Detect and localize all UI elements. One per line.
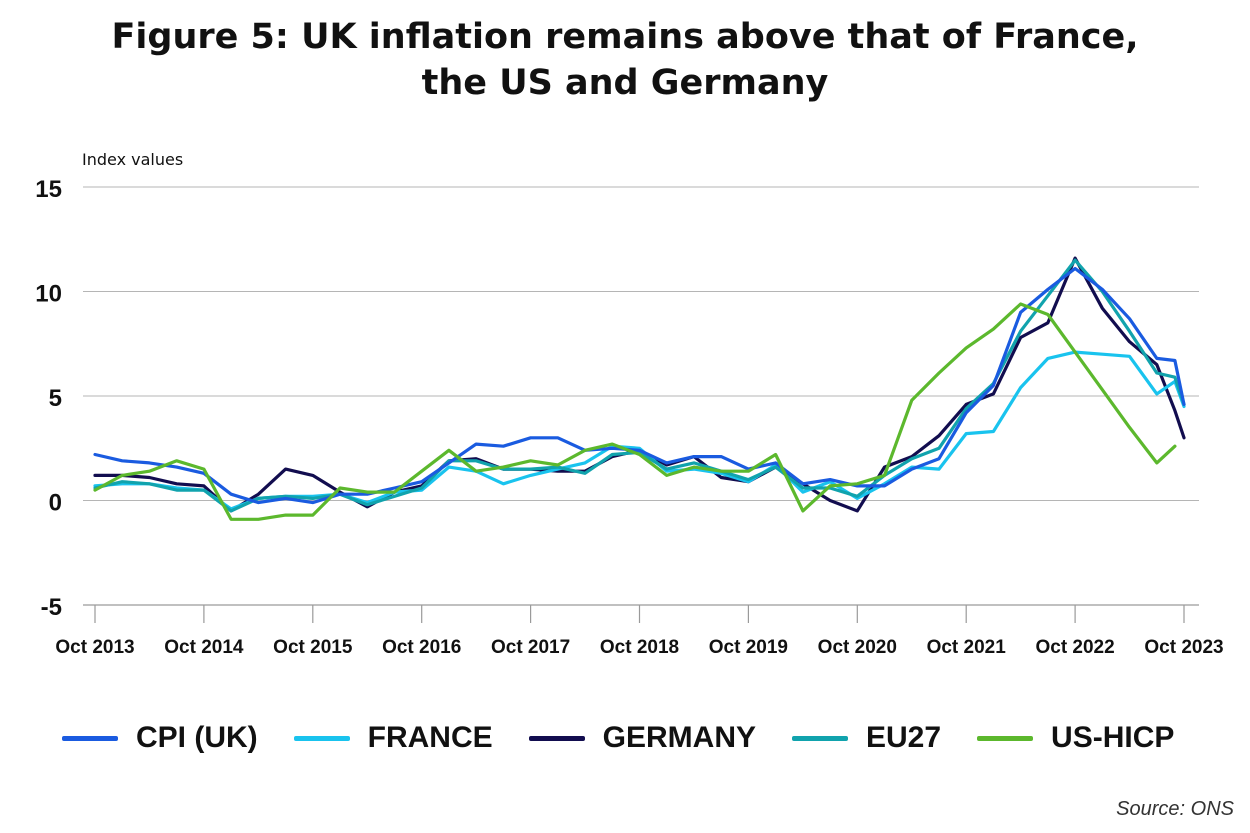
y-tick-label: 10 [35,281,62,308]
x-tick-label: Oct 2020 [818,637,897,658]
x-tick-label: Oct 2018 [600,637,679,658]
legend-label: CPI (UK) [136,721,258,754]
y-tick-label: -5 [41,594,62,621]
y-tick-label: 0 [49,490,62,517]
x-tick-label: Oct 2016 [382,637,461,658]
x-tick-label: Oct 2022 [1035,637,1114,658]
legend-swatch [62,735,118,741]
legend-item-eu27: EU27 [792,721,941,755]
legend-item-us-hicp: US-HICP [977,721,1174,755]
series-line-france [93,350,1186,511]
chart-legend: CPI (UK) FRANCE GERMANY EU27 US-HICP [62,718,1210,758]
legend-swatch [977,735,1034,741]
source-note: Source: ONS [1116,798,1234,820]
y-axis-label: Index values [82,150,183,169]
x-tick-label: Oct 2017 [491,637,570,658]
legend-item-germany: GERMANY [528,721,756,755]
legend-swatch [293,735,350,741]
legend-label: GERMANY [602,721,756,754]
legend-item-cpi-uk: CPI (UK) [62,721,258,755]
x-tick-label: Oct 2019 [709,637,788,658]
x-tick-label: Oct 2023 [1144,637,1223,658]
legend-label: US-HICP [1051,721,1175,754]
x-tick-label: Oct 2021 [927,637,1007,658]
x-tick-label: Oct 2015 [273,637,353,658]
chart-title-line-1: Figure 5: UK inflation remains above tha… [111,17,1139,57]
series-line-germany [93,256,1186,513]
x-tick-label: Oct 2013 [55,637,134,658]
chart-title: Figure 5: UK inflation remains above tha… [0,14,1250,106]
legend-swatch [528,735,585,741]
chart-title-line-2: the US and Germany [421,63,829,103]
y-tick-label: 5 [49,385,62,412]
legend-item-france: FRANCE [293,721,493,755]
y-tick-label: 15 [35,176,62,203]
series-line-us-hicp [93,302,1177,521]
legend-label: FRANCE [367,721,493,754]
legend-swatch [792,735,848,741]
x-tick-label: Oct 2014 [164,637,244,658]
series-line-cpi-uk [93,266,1186,505]
legend-label: EU27 [866,721,942,754]
series-line-eu27 [93,258,1186,513]
